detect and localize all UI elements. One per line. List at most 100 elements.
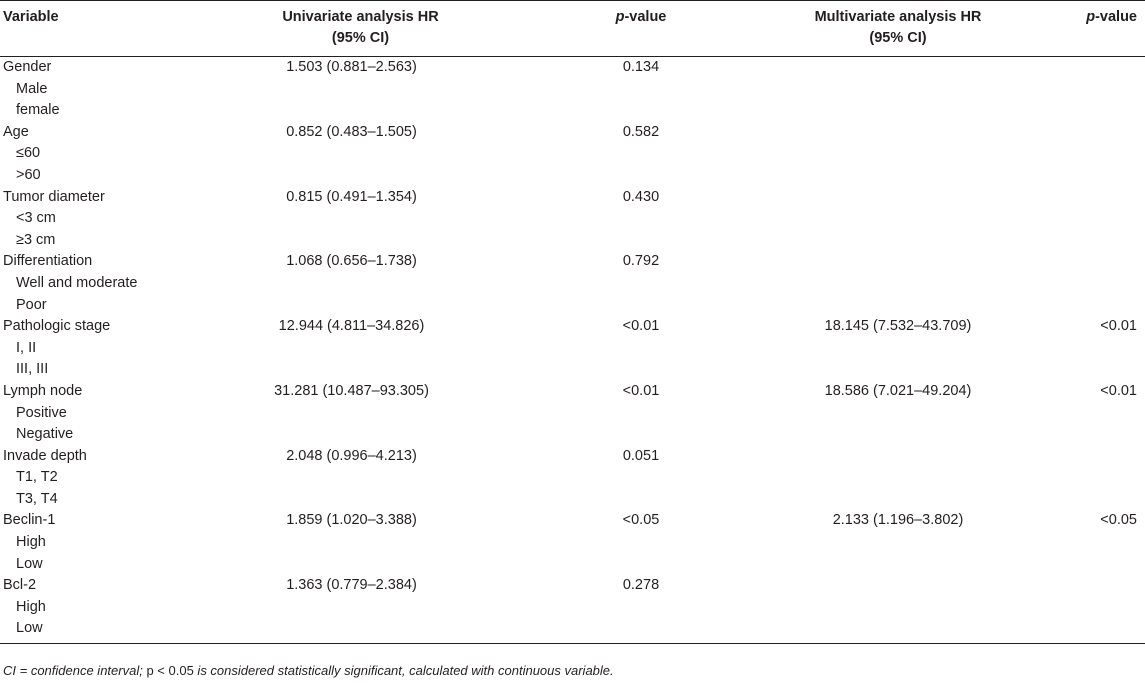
cell-univariate-p: 0.051	[622, 447, 660, 464]
cell-univariate-hr	[190, 143, 531, 165]
table-header: Variable Univariate analysis HR (95% CI)…	[0, 0, 1145, 57]
header-univariate-hr-line2: (95% CI)	[331, 30, 390, 46]
cell-multivariate-hr	[731, 79, 1025, 101]
cell-univariate-hr	[190, 489, 531, 511]
header-multivariate-hr-line1: Multivariate analysis HR	[814, 9, 982, 25]
cell-multivariate-p	[1025, 597, 1145, 619]
cell-variable: Differentiation	[3, 253, 93, 270]
cell-univariate-hr: 1.503 (0.881–2.563)	[286, 59, 417, 75]
footnote-part3: is considered statistically significant,…	[193, 663, 614, 678]
cell-univariate-hr	[190, 467, 531, 489]
cell-univariate-hr	[190, 403, 531, 425]
cell-univariate-hr	[190, 359, 531, 381]
cell-univariate-p	[531, 230, 731, 252]
cell-variable: Beclin-1	[3, 512, 56, 529]
footnote-part2: p < 0.05	[146, 663, 194, 678]
cell-univariate-p	[531, 143, 731, 165]
cell-univariate-p	[531, 79, 731, 101]
table-row: >60	[0, 165, 1145, 187]
cell-variable: Bcl-2	[3, 577, 37, 594]
cell-variable: Low	[16, 555, 43, 572]
cell-multivariate-p	[1025, 79, 1145, 101]
cell-variable: III, III	[16, 361, 49, 378]
header-variable: Variable	[0, 0, 190, 57]
cell-univariate-p: 0.134	[622, 59, 660, 75]
cell-univariate-hr: 1.859 (1.020–3.388)	[286, 512, 417, 529]
table-row: Lymph node 31.281 (10.487–93.305) <0.01 18.…	[0, 381, 1145, 403]
table-row: T1, T2	[0, 467, 1145, 489]
cell-univariate-hr	[190, 273, 531, 295]
cell-multivariate-hr	[731, 122, 1025, 144]
header-univariate-hr: Univariate analysis HR (95% CI)	[190, 0, 531, 57]
cell-multivariate-hr	[731, 208, 1025, 230]
cell-univariate-hr: 31.281 (10.487–93.305)	[274, 382, 429, 399]
header-univariate-p-italic: p	[615, 9, 625, 25]
cell-multivariate-hr	[731, 338, 1025, 360]
cell-variable: Tumor diameter	[3, 188, 105, 205]
table-row: Differentiation 1.068 (0.656–1.738) 0.792	[0, 251, 1145, 273]
cell-variable: female	[16, 102, 60, 119]
cell-multivariate-p	[1025, 143, 1145, 165]
cell-multivariate-hr	[731, 57, 1025, 79]
table-row: Bcl-2 1.363 (0.779–2.384) 0.278	[0, 575, 1145, 597]
cell-univariate-p	[531, 359, 731, 381]
hazard-ratio-table: Variable Univariate analysis HR (95% CI)…	[0, 0, 1145, 645]
cell-univariate-hr	[190, 295, 531, 317]
cell-variable: ≥3 cm	[16, 231, 56, 248]
cell-multivariate-hr	[731, 424, 1025, 446]
cell-univariate-hr: 2.048 (0.996–4.213)	[286, 447, 417, 464]
table-row: <3 cm	[0, 208, 1145, 230]
cell-univariate-hr	[190, 338, 531, 360]
cell-variable: ≤60	[16, 145, 41, 162]
cell-univariate-hr	[190, 554, 531, 576]
cell-multivariate-p	[1025, 489, 1145, 511]
cell-univariate-p: 0.278	[622, 577, 660, 594]
cell-univariate-p: <0.05	[622, 512, 660, 529]
table-body: Gender 1.503 (0.881–2.563) 0.134 Male female…	[0, 57, 1145, 645]
cell-multivariate-p: <0.05	[1100, 512, 1137, 529]
cell-multivariate-hr	[731, 100, 1025, 122]
cell-multivariate-hr: 2.133 (1.196–3.802)	[832, 512, 964, 529]
cell-multivariate-hr	[731, 251, 1025, 273]
cell-multivariate-p	[1025, 57, 1145, 79]
cell-univariate-p	[531, 295, 731, 317]
table-row: III, III	[0, 359, 1145, 381]
cell-multivariate-hr	[731, 618, 1025, 645]
table-row: Positive	[0, 403, 1145, 425]
cell-multivariate-p	[1025, 618, 1145, 645]
header-row: Variable Univariate analysis HR (95% CI)…	[0, 0, 1145, 57]
table-row: Gender 1.503 (0.881–2.563) 0.134	[0, 57, 1145, 79]
cell-univariate-hr: 12.944 (4.811–34.826)	[278, 318, 425, 335]
table-row: Low	[0, 618, 1145, 645]
table-row: Age 0.852 (0.483–1.505) 0.582	[0, 122, 1145, 144]
header-univariate-p-rest: -value	[624, 9, 667, 25]
cell-univariate-hr: 0.815 (0.491–1.354)	[286, 188, 417, 205]
cell-variable: High	[16, 598, 46, 615]
table-row: Beclin-1 1.859 (1.020–3.388) <0.05 2.133 (1…	[0, 510, 1145, 532]
cell-univariate-p	[531, 424, 731, 446]
header-multivariate-p-italic: p	[1086, 9, 1096, 25]
cell-univariate-p	[531, 597, 731, 619]
cell-univariate-hr: 1.068 (0.656–1.738)	[286, 253, 417, 270]
cell-multivariate-p: <0.01	[1100, 382, 1137, 399]
cell-multivariate-p	[1025, 165, 1145, 187]
cell-univariate-p: <0.01	[622, 382, 660, 399]
cell-univariate-hr: 1.363 (0.779–2.384)	[286, 577, 417, 594]
table-row: Invade depth 2.048 (0.996–4.213) 0.051	[0, 446, 1145, 468]
cell-variable: Well and moderate	[16, 274, 138, 291]
cell-univariate-p	[531, 403, 731, 425]
cell-multivariate-hr: 18.145 (7.532–43.709)	[824, 318, 972, 335]
cell-multivariate-hr	[731, 532, 1025, 554]
cell-univariate-hr	[190, 618, 531, 645]
cell-multivariate-hr	[731, 230, 1025, 252]
cell-univariate-p	[531, 273, 731, 295]
header-variable-text: Variable	[3, 9, 59, 25]
table-row: female	[0, 100, 1145, 122]
cell-multivariate-hr	[731, 467, 1025, 489]
cell-univariate-p	[531, 208, 731, 230]
cell-variable: Lymph node	[3, 382, 83, 399]
cell-univariate-hr	[190, 100, 531, 122]
cell-multivariate-hr	[731, 489, 1025, 511]
table-row: Negative	[0, 424, 1145, 446]
table-row: Pathologic stage 12.944 (4.811–34.826) <0.…	[0, 316, 1145, 338]
